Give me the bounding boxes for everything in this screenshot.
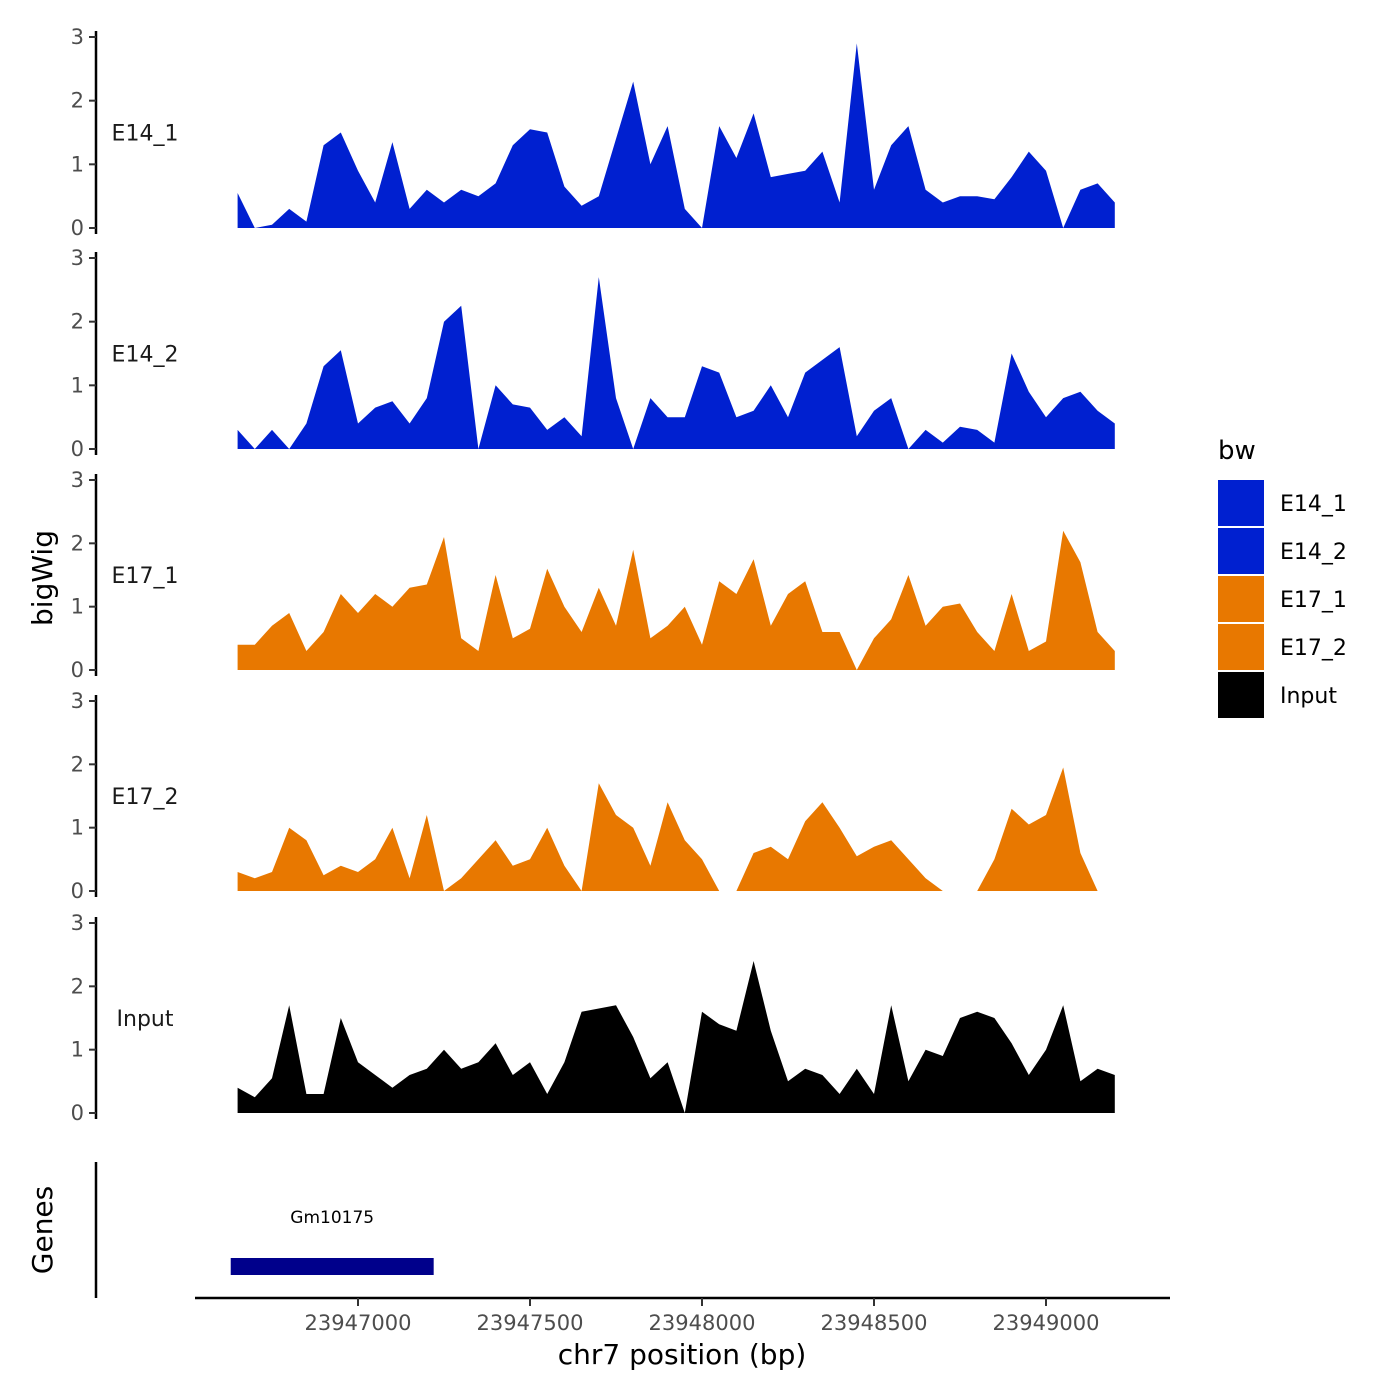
legend-label-E14_1: E14_1 xyxy=(1280,492,1347,517)
track-E14_2: 0 1 2 3 E14_2 xyxy=(71,246,1115,461)
y-tick-label-E14_2-0: 0 xyxy=(71,437,84,461)
x-tick-label-23948500: 23948500 xyxy=(821,1311,928,1335)
track-E17_2: 0 1 2 3 E17_2 xyxy=(71,689,1115,903)
y-tick-label-E17_1-2: 2 xyxy=(71,531,84,555)
y-tick-label-E17_1-0: 0 xyxy=(71,658,84,682)
y-tick-label-Input-1: 1 xyxy=(71,1038,84,1062)
gene-marks: Gm10175 xyxy=(230,1208,434,1275)
gene-track: Genes Gm10175 xyxy=(26,1162,434,1298)
legend-swatch-E14_1 xyxy=(1218,480,1264,526)
legend-swatch-E17_1 xyxy=(1218,576,1264,622)
y-tick-label-E14_1-3: 3 xyxy=(71,25,84,49)
legend-swatch-E17_2 xyxy=(1218,624,1264,670)
legend-label-Input: Input xyxy=(1280,684,1337,709)
signal-area-E17_1 xyxy=(237,530,1115,670)
y-tick-label-E14_1-0: 0 xyxy=(71,216,84,240)
y-tick-label-E17_2-0: 0 xyxy=(71,879,84,903)
track-E17_1: 0 1 2 3 E17_1 xyxy=(71,468,1115,682)
track-Input: 0 1 2 3 Input xyxy=(71,911,1115,1125)
y-tick-label-E14_2-3: 3 xyxy=(71,246,84,270)
signal-area-E14_1 xyxy=(237,43,1115,229)
legend-swatch-E14_2 xyxy=(1218,528,1264,574)
track-label-E14_2: E14_2 xyxy=(112,343,179,368)
track-label-Input: Input xyxy=(117,1007,174,1032)
y-tick-label-Input-3: 3 xyxy=(71,911,84,935)
legend-label-E17_1: E17_1 xyxy=(1280,588,1347,613)
gene-body-Gm10175 xyxy=(230,1258,434,1275)
legend: bw E14_1 E14_2 E17_1 E17_2 Input xyxy=(1218,436,1347,718)
x-axis-title: chr7 position (bp) xyxy=(558,1338,807,1371)
y-tick-label-E17_2-3: 3 xyxy=(71,689,84,713)
track-label-E17_2: E17_2 xyxy=(112,785,179,810)
y-tick-label-E17_1-3: 3 xyxy=(71,468,84,492)
track-label-E14_1: E14_1 xyxy=(112,122,179,147)
track-label-E17_1: E17_1 xyxy=(112,564,179,589)
y-tick-label-E14_1-2: 2 xyxy=(71,89,84,113)
x-tick-label-23947500: 23947500 xyxy=(477,1311,584,1335)
x-axis-ticks: 23947000 23947500 23948000 23948500 23949000 xyxy=(305,1298,1100,1335)
x-tick-label-23947000: 23947000 xyxy=(305,1311,412,1335)
signal-area-E17_2 xyxy=(237,767,1115,891)
y-tick-label-Input-2: 2 xyxy=(71,974,84,998)
x-tick-label-23948000: 23948000 xyxy=(649,1311,756,1335)
y-tick-label-E14_2-1: 1 xyxy=(71,373,84,397)
gene-label-Gm10175: Gm10175 xyxy=(290,1208,374,1228)
x-axis: 23947000 23947500 23948000 23948500 23949000… xyxy=(195,1296,1170,1371)
y-axis-title: bigWig xyxy=(26,530,59,626)
signal-area-Input xyxy=(237,961,1115,1113)
legend-items: E14_1 E14_2 E17_1 E17_2 Input xyxy=(1218,480,1347,718)
y-tick-label-Input-0: 0 xyxy=(71,1101,84,1125)
y-tick-label-E17_2-2: 2 xyxy=(71,752,84,776)
legend-label-E14_2: E14_2 xyxy=(1280,540,1347,565)
x-tick-label-23949000: 23949000 xyxy=(993,1311,1100,1335)
y-tick-label-E14_2-2: 2 xyxy=(71,310,84,334)
legend-label-E17_2: E17_2 xyxy=(1280,636,1347,661)
y-tick-label-E14_1-1: 1 xyxy=(71,152,84,176)
legend-swatch-Input xyxy=(1218,672,1264,718)
y-tick-label-E17_1-1: 1 xyxy=(71,595,84,619)
y-tick-label-E17_2-1: 1 xyxy=(71,816,84,840)
legend-title: bw xyxy=(1218,436,1256,466)
gene-track-label: Genes xyxy=(26,1186,59,1274)
signal-tracks: 0 1 2 3 E14_1 0 1 2 3 E14_2 0 1 2 3 E17_1 0 1 2 3 E17_2 0 1 2 3… xyxy=(71,25,1115,1125)
track-E14_1: 0 1 2 3 E14_1 xyxy=(71,25,1115,240)
signal-area-E14_2 xyxy=(237,277,1115,449)
